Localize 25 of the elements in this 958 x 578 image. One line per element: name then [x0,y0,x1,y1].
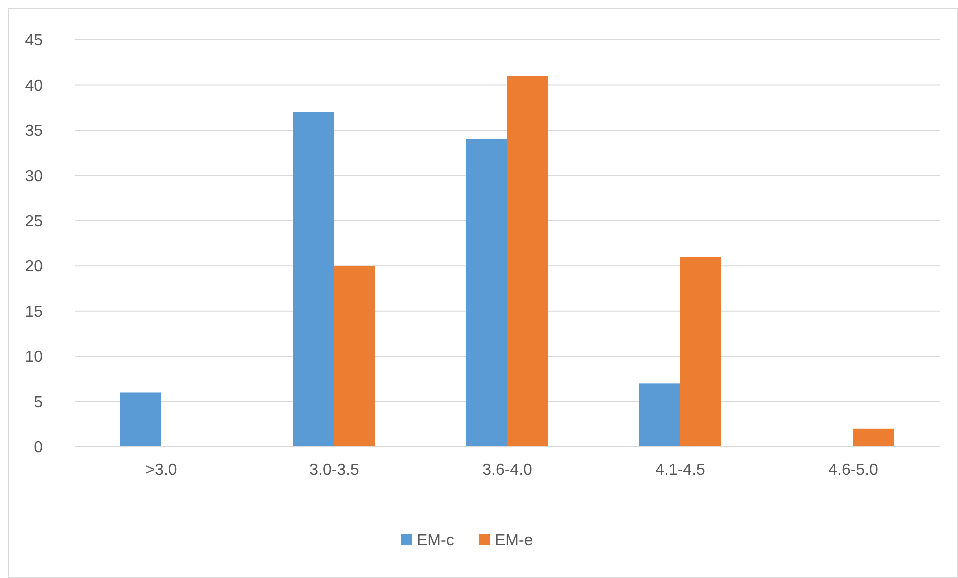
y-tick-label: 0 [34,440,44,457]
bar [854,428,894,447]
y-tick-label: 30 [25,168,44,186]
legend-label: EM-e [495,532,534,550]
x-tick-label: 3.6-4.0 [482,462,533,479]
x-tick-label: 4.6-5.0 [828,462,879,479]
x-tick-label: 4.1-4.5 [656,462,706,479]
bar [294,112,334,447]
y-tick-label: 5 [34,394,44,412]
bar [120,392,162,447]
y-tick-label: 20 [25,258,44,276]
y-tick-label: 35 [25,123,44,140]
bar [680,257,722,447]
bar [508,76,548,447]
bar [640,384,680,447]
y-tick-label: 15 [25,304,44,321]
y-tick-label: 45 [25,32,44,50]
y-tick-label: 25 [25,213,44,230]
x-tick-label: 3.0-3.5 [310,462,360,479]
bar [334,266,376,447]
x-tick-label: >3.0 [146,462,178,479]
bar [466,139,508,447]
y-tick-label: 40 [25,78,44,95]
y-tick-label: 10 [25,349,44,366]
legend-label: EM-c [417,532,454,550]
